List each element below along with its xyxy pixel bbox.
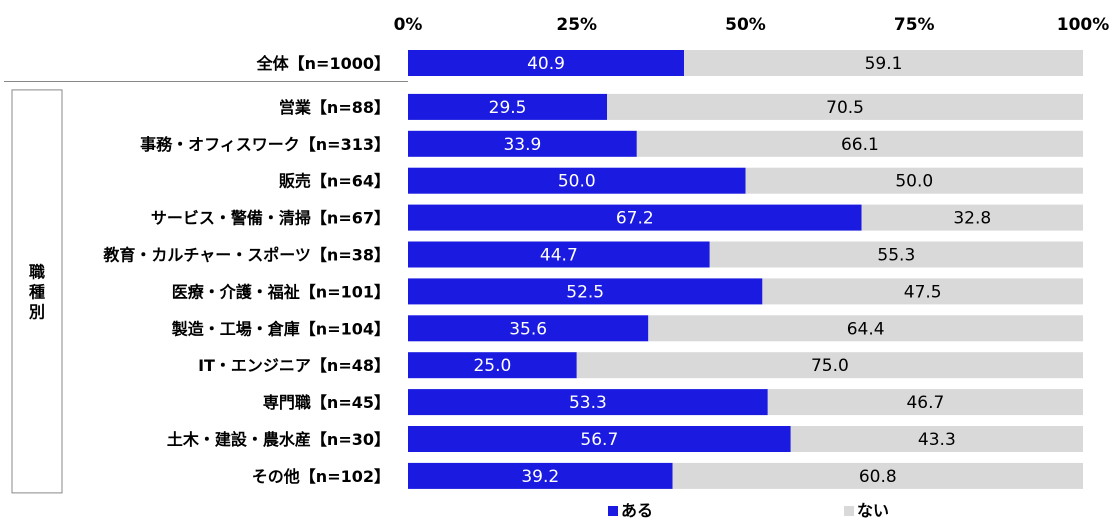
data-label-nai: 46.7 [906, 393, 944, 413]
bar-segment-aru [408, 352, 577, 379]
bar-segment-nai [709, 241, 1083, 268]
data-label-aru: 35.6 [509, 319, 547, 339]
data-label-nai: 59.1 [865, 54, 903, 74]
data-label-aru: 44.7 [540, 246, 578, 266]
category-label: 販売【n=64】 [279, 172, 390, 191]
data-label-nai: 43.3 [918, 430, 956, 450]
x-tick-label: 25% [556, 15, 597, 35]
data-label-aru: 40.9 [527, 54, 565, 74]
data-label-nai: 70.5 [826, 98, 864, 118]
legend-swatch [844, 506, 854, 516]
data-label-nai: 50.0 [895, 172, 933, 192]
bar-segment-aru [408, 462, 673, 489]
bar-segment-nai [684, 50, 1083, 76]
category-label: 専門職【n=45】 [263, 393, 390, 412]
data-label-nai: 55.3 [877, 246, 915, 266]
category-label: サービス・警備・清掃【n=67】 [151, 209, 390, 228]
x-tick-label: 0% [394, 15, 423, 35]
bar-segment-nai [648, 315, 1083, 342]
bar-segment-nai [762, 278, 1083, 305]
data-label-aru: 53.3 [569, 393, 607, 413]
data-label-aru: 25.0 [473, 356, 511, 376]
bar-segment-nai [861, 204, 1083, 231]
bar-segment-nai [636, 130, 1083, 157]
category-label: IT・エンジニア【n=48】 [198, 356, 390, 375]
bar-segment-aru [408, 50, 685, 76]
x-tick-label: 100% [1057, 15, 1110, 35]
bar-segment-aru [408, 130, 637, 157]
bar-segment-aru [408, 241, 710, 268]
category-label: 全体【n=1000】 [256, 54, 390, 73]
bar-segment-nai [576, 352, 1083, 379]
group-bracket [11, 89, 63, 494]
data-label-aru: 50.0 [558, 172, 596, 192]
category-label: 教育・カルチャー・スポーツ【n=38】 [103, 246, 390, 265]
bar-segment-aru [408, 389, 768, 416]
data-label-nai: 75.0 [811, 356, 849, 376]
data-label-aru: 33.9 [503, 135, 541, 155]
bar-segment-nai [607, 93, 1083, 120]
category-label: 事務・オフィスワーク【n=313】 [140, 135, 390, 154]
group-label-char: 別 [29, 302, 45, 321]
bar-segment-nai [790, 426, 1083, 452]
data-label-aru: 56.7 [580, 430, 618, 450]
data-label-aru: 67.2 [616, 209, 654, 229]
bar-segment-nai [672, 462, 1083, 489]
data-label-aru: 39.2 [521, 467, 559, 487]
group-label-char: 種 [29, 282, 45, 301]
x-tick-label: 75% [894, 15, 935, 35]
legend-label: ある [621, 501, 653, 520]
bar-segment-aru [408, 93, 608, 120]
data-label-aru: 29.5 [489, 98, 527, 118]
bar-segment-nai [745, 167, 1083, 194]
data-label-nai: 32.8 [953, 209, 991, 229]
data-label-aru: 52.5 [566, 282, 604, 302]
x-tick-label: 50% [725, 15, 766, 35]
legend-swatch [608, 506, 618, 516]
category-label: 医療・介護・福祉【n=101】 [172, 282, 390, 301]
data-label-nai: 64.4 [847, 319, 885, 339]
category-label: 製造・工場・倉庫【n=104】 [171, 319, 390, 338]
bar-segment-aru [408, 315, 649, 342]
bar-segment-aru [408, 278, 763, 305]
category-label: その他【n=102】 [252, 467, 390, 486]
category-label: 土木・建設・農水産【n=30】 [167, 430, 390, 449]
group-label: 職種別 [29, 262, 45, 321]
bar-segment-aru [408, 426, 791, 452]
category-label: 営業【n=88】 [279, 98, 390, 117]
data-label-nai: 47.5 [904, 282, 942, 302]
legend-label: ない [857, 501, 889, 520]
data-label-nai: 60.8 [859, 467, 897, 487]
bar-segment-nai [767, 389, 1083, 416]
group-label-char: 職 [29, 262, 45, 281]
bar-segment-aru [408, 204, 862, 231]
bar-segment-aru [408, 167, 746, 194]
data-label-nai: 66.1 [841, 135, 879, 155]
